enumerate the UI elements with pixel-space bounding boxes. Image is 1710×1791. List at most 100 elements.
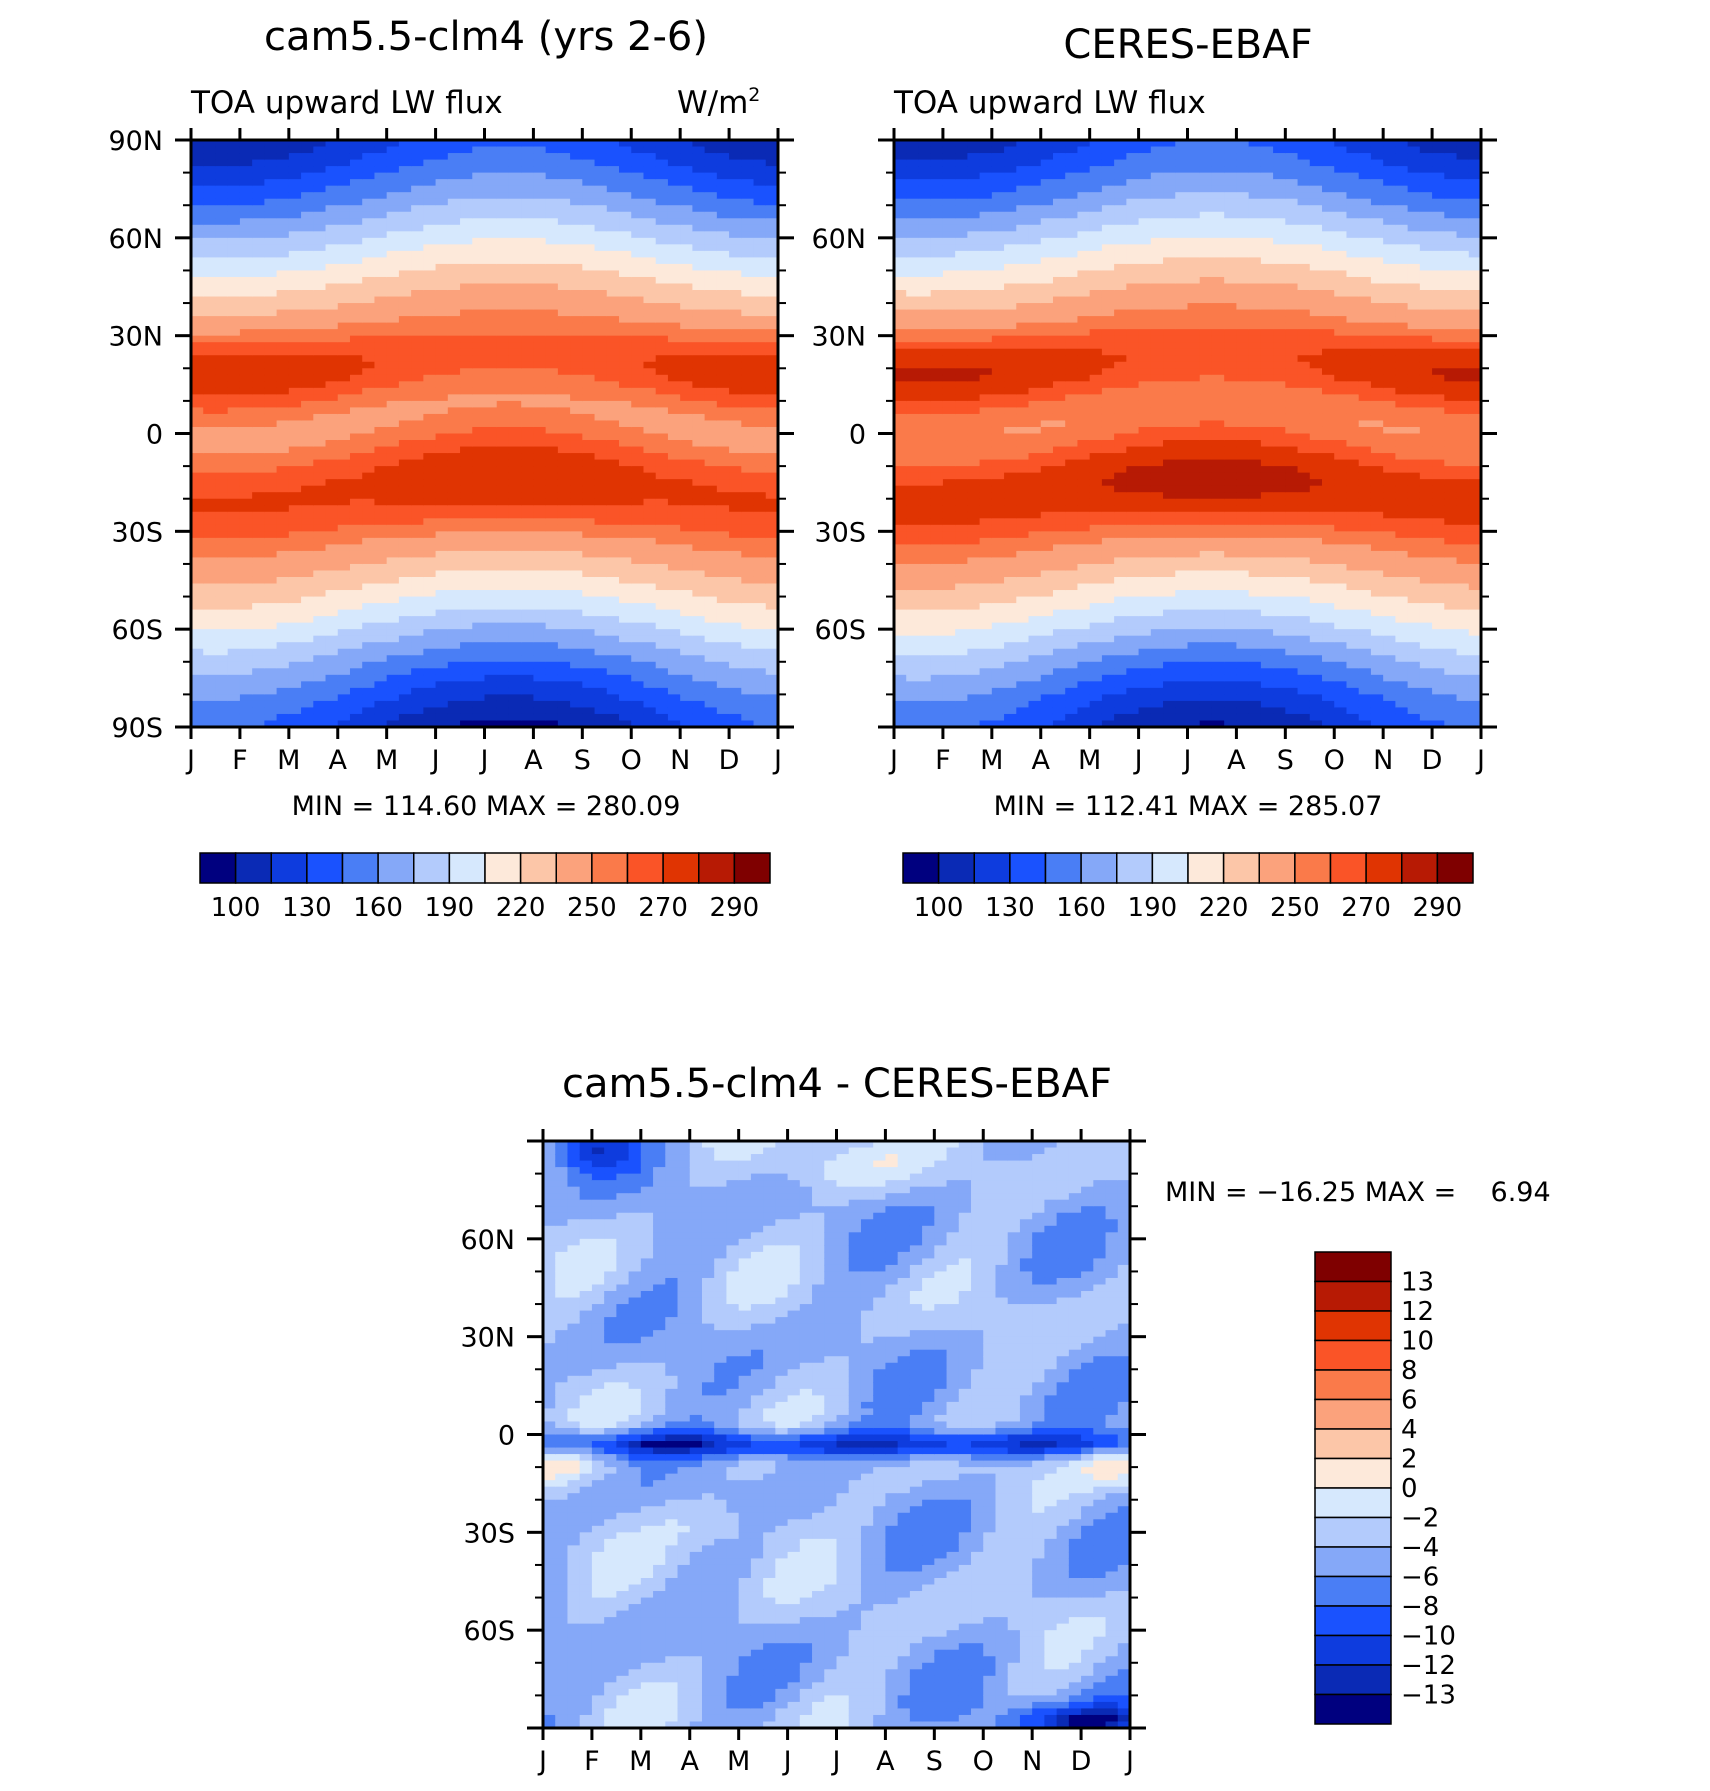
- obs-cell: [942, 342, 956, 350]
- obs-cell: [894, 576, 907, 585]
- model-cell: [521, 694, 535, 702]
- model-cell: [374, 674, 388, 682]
- model-cell: [508, 270, 522, 278]
- model-cell: [631, 570, 645, 578]
- model-cell: [252, 211, 265, 219]
- model-cell: [594, 270, 608, 278]
- model-cell: [301, 440, 314, 448]
- model-cell: [521, 446, 535, 454]
- model-cell: [252, 596, 265, 604]
- model-cell: [533, 674, 547, 682]
- obs-cell: [906, 492, 920, 500]
- model-cell: [472, 335, 486, 343]
- model-cell: [435, 674, 449, 682]
- model-cell: [704, 166, 718, 174]
- model-cell: [460, 459, 473, 467]
- obs-cell: [930, 518, 944, 526]
- model-cell: [655, 700, 669, 709]
- model-cell: [533, 485, 547, 493]
- model-cell: [753, 413, 767, 422]
- model-cell: [667, 661, 681, 669]
- model-cell: [191, 674, 204, 682]
- model-cell: [570, 433, 583, 441]
- model-cell: [362, 720, 376, 728]
- model-cell: [239, 211, 253, 219]
- obs-cell: [942, 146, 956, 154]
- model-cell: [362, 153, 376, 161]
- model-cell: [288, 505, 302, 513]
- model-cell: [252, 720, 265, 728]
- model-cell: [667, 198, 681, 206]
- model-cell: [264, 394, 278, 402]
- model-cell: [533, 146, 547, 154]
- model-cell: [460, 400, 473, 409]
- obs-cell: [894, 629, 907, 637]
- model-cell: [447, 674, 461, 682]
- model-cell: [349, 355, 363, 363]
- model-cell: [239, 192, 253, 200]
- model-cell: [521, 374, 535, 382]
- model-cell: [447, 192, 461, 200]
- model-cell: [398, 283, 412, 291]
- colorbar-swatch: [306, 852, 344, 884]
- model-cell: [252, 296, 265, 304]
- obs-cell: [894, 211, 907, 219]
- model-cell: [521, 524, 535, 532]
- obs-cell: [894, 700, 907, 709]
- model-cell: [276, 557, 290, 565]
- model-cell: [349, 505, 363, 513]
- model-cell: [374, 524, 388, 532]
- model-cell: [276, 348, 290, 356]
- model-cell: [191, 322, 204, 330]
- model-cell: [704, 557, 718, 565]
- obs-cell: [930, 146, 944, 154]
- model-cell: [594, 198, 608, 206]
- model-cell: [398, 544, 412, 552]
- obs-cell: [918, 674, 932, 682]
- model-cell: [606, 713, 620, 722]
- model-cell: [203, 590, 217, 598]
- model-cell: [594, 694, 608, 702]
- model-cell: [533, 316, 547, 324]
- model-cell: [325, 616, 339, 624]
- model-cell: [619, 263, 632, 272]
- model-cell: [594, 531, 608, 539]
- model-cell: [741, 211, 755, 219]
- model-cell: [692, 205, 706, 213]
- model-cell: [276, 303, 290, 311]
- model-cell: [496, 668, 510, 676]
- model-cell: [521, 687, 535, 695]
- model-cell: [215, 583, 229, 591]
- model-cell: [716, 329, 730, 337]
- obs-cell: [930, 681, 944, 689]
- model-cell: [435, 433, 449, 441]
- model-cell: [716, 283, 730, 291]
- model-cell: [337, 707, 351, 715]
- model-cell: [349, 400, 363, 409]
- obs-cell: [894, 603, 907, 611]
- obs-cell: [942, 335, 956, 343]
- model-cell: [203, 426, 217, 435]
- model-cell: [411, 381, 424, 389]
- model-cell: [398, 387, 412, 395]
- model-cell: [423, 537, 437, 545]
- model-cell: [631, 270, 645, 278]
- model-cell: [484, 681, 498, 689]
- model-cell: [496, 211, 510, 219]
- model-cell: [191, 407, 204, 415]
- model-cell: [753, 648, 767, 656]
- model-cell: [692, 322, 706, 330]
- obs-cell: [930, 661, 944, 669]
- model-cell: [557, 283, 571, 291]
- model-cell: [447, 531, 461, 539]
- model-cell: [472, 531, 486, 539]
- model-cell: [362, 420, 376, 428]
- obs-cell: [894, 557, 907, 565]
- model-cell: [521, 479, 535, 487]
- model-cell: [472, 466, 486, 474]
- model-cell: [484, 237, 498, 245]
- model-cell: [313, 296, 327, 304]
- model-cell: [594, 153, 608, 161]
- model-cell: [533, 479, 547, 487]
- obs-cell: [955, 159, 968, 167]
